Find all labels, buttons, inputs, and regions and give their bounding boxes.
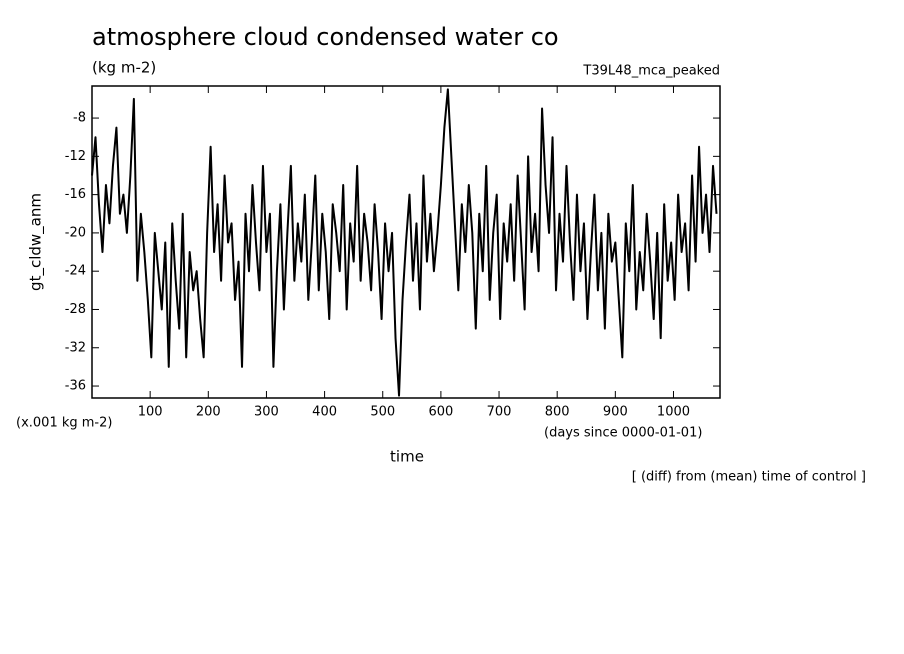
x-axis-label: time (390, 448, 424, 466)
series-line (91, 88, 718, 397)
plot-frame (91, 85, 721, 399)
y-tick-label: -12 (65, 149, 86, 164)
y-tick-label: -28 (65, 302, 86, 317)
note: [ (diff) from (mean) time of control ] (632, 470, 866, 485)
chart-title: atmosphere cloud condensed water co (92, 23, 559, 51)
y-tick-label: -20 (65, 225, 86, 240)
x-tick-label: 1000 (657, 405, 690, 420)
y-tick-label: -8 (73, 111, 86, 126)
x-tick-label: 700 (487, 405, 512, 420)
x-tick-label: 300 (254, 405, 279, 420)
x-tick-label: 500 (370, 405, 395, 420)
y-units: (x.001 kg m-2) (16, 416, 112, 431)
x-tick-label: 600 (428, 405, 453, 420)
y-axis-label: gt_cldw_anm (27, 193, 46, 291)
y-tick-label: -24 (65, 264, 86, 279)
x-tick-label: 200 (196, 405, 221, 420)
x-units: (days since 0000-01-01) (544, 426, 702, 441)
y-tick-label: -36 (65, 379, 86, 394)
y-tick-label: -16 (65, 187, 86, 202)
x-tick-label: 400 (312, 405, 337, 420)
experiment-label: T39L48_mca_peaked (582, 64, 720, 79)
x-tick-label: 100 (138, 405, 163, 420)
x-tick-label: 900 (603, 405, 628, 420)
x-tick-label: 800 (545, 405, 570, 420)
y-tick-label: -32 (65, 340, 86, 355)
subtitle: (kg m-2) (92, 59, 156, 77)
